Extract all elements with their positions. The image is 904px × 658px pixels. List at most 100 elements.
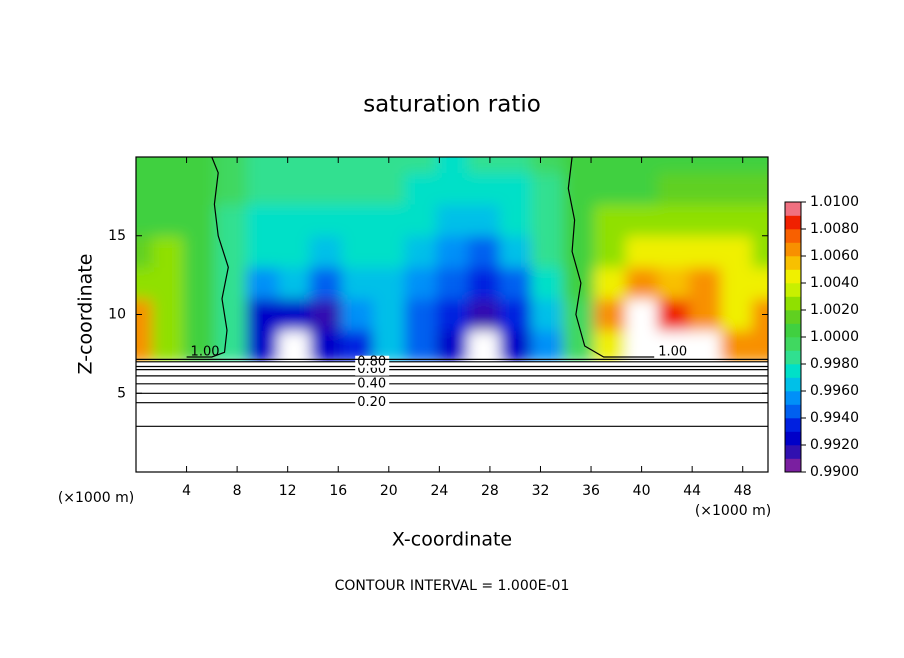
field-cell bbox=[467, 204, 500, 237]
field-cell bbox=[151, 267, 184, 300]
field-cell bbox=[594, 157, 627, 174]
colorbar-swatch bbox=[785, 391, 801, 405]
field-cell bbox=[657, 157, 690, 174]
field-cell bbox=[562, 172, 595, 205]
field-cell bbox=[246, 157, 279, 174]
field-cell bbox=[689, 172, 722, 205]
field-cell bbox=[752, 330, 768, 362]
field-layer bbox=[136, 157, 768, 362]
field-cell bbox=[183, 204, 216, 237]
field-cell bbox=[436, 235, 469, 268]
field-cell bbox=[752, 204, 768, 237]
contour-label: 0.20 bbox=[357, 395, 386, 410]
field-cell bbox=[531, 235, 564, 268]
chart-title: saturation ratio bbox=[363, 92, 541, 118]
field-cell bbox=[341, 172, 374, 205]
field-cell bbox=[657, 235, 690, 268]
field-cell bbox=[752, 298, 768, 331]
field-cell bbox=[278, 330, 311, 362]
field-cell bbox=[136, 204, 153, 237]
field-cell bbox=[309, 157, 342, 174]
field-cell bbox=[720, 330, 753, 362]
colorbar-swatch bbox=[785, 242, 801, 257]
contour-label: 0.40 bbox=[357, 376, 386, 391]
field-cell bbox=[531, 157, 564, 174]
field-cell bbox=[436, 330, 469, 362]
field-cell bbox=[594, 204, 627, 237]
field-cell bbox=[594, 298, 627, 331]
field-cell bbox=[373, 204, 406, 237]
field-cell bbox=[373, 172, 406, 205]
field-cell bbox=[689, 204, 722, 237]
field-cell bbox=[215, 172, 248, 205]
field-cell bbox=[151, 330, 184, 362]
field-cell bbox=[373, 267, 406, 300]
x-tick-label: 24 bbox=[430, 483, 448, 499]
colorbar-swatch bbox=[785, 202, 801, 216]
colorbar-swatch bbox=[785, 310, 801, 324]
field-cell bbox=[720, 235, 753, 268]
field-cell bbox=[752, 172, 768, 205]
field-cell bbox=[136, 298, 153, 331]
field-cell bbox=[657, 204, 690, 237]
field-cell bbox=[278, 298, 311, 331]
field-cell bbox=[720, 172, 753, 205]
colorbar-tick-label: 0.9920 bbox=[810, 437, 859, 453]
field-cell bbox=[404, 267, 437, 300]
field-cell bbox=[720, 157, 753, 174]
x-axis-title: X-coordinate bbox=[392, 529, 512, 551]
field-cell bbox=[625, 267, 658, 300]
field-cell bbox=[657, 172, 690, 205]
field-cell bbox=[720, 267, 753, 300]
field-cell bbox=[136, 330, 153, 362]
field-cell bbox=[246, 235, 279, 268]
field-cell bbox=[689, 235, 722, 268]
field-cell bbox=[246, 172, 279, 205]
x-tick-label: 48 bbox=[734, 483, 752, 499]
field-cell bbox=[657, 330, 690, 362]
field-cell bbox=[436, 172, 469, 205]
field-cell bbox=[657, 298, 690, 331]
contour-label-bg bbox=[355, 396, 390, 409]
field-cell bbox=[467, 157, 500, 174]
x-tick-label: 40 bbox=[633, 483, 651, 499]
field-cell bbox=[215, 267, 248, 300]
field-cell bbox=[309, 298, 342, 331]
field-cell bbox=[689, 330, 722, 362]
field-cell bbox=[625, 157, 658, 174]
contour-line bbox=[567, 156, 655, 358]
field-cell bbox=[183, 298, 216, 331]
field-cell bbox=[136, 235, 153, 268]
field-cell bbox=[404, 157, 437, 174]
x-tick-label: 32 bbox=[532, 483, 550, 499]
x-unit-label: (×1000 m) bbox=[58, 490, 134, 506]
field-cell bbox=[467, 298, 500, 331]
colorbar-tick-label: 0.9960 bbox=[810, 383, 859, 399]
field-cell bbox=[309, 235, 342, 268]
colorbar-swatch bbox=[785, 458, 801, 473]
field-cell bbox=[625, 204, 658, 237]
field-cell bbox=[151, 157, 184, 174]
x-tick-label: 12 bbox=[279, 483, 297, 499]
colorbar-swatch bbox=[785, 215, 801, 230]
field-cell bbox=[499, 235, 532, 268]
field-cell bbox=[404, 330, 437, 362]
field-cell bbox=[246, 330, 279, 362]
field-cell bbox=[278, 204, 311, 237]
field-cell bbox=[689, 298, 722, 331]
field-cell bbox=[531, 204, 564, 237]
colorbar: 0.9900 0.9920 0.9940 0.9960 0.9980 1.0000 1.00… bbox=[784, 194, 859, 480]
field-cell bbox=[594, 267, 627, 300]
x-tick-label: 44 bbox=[683, 483, 701, 499]
field-cell bbox=[436, 267, 469, 300]
field-cell bbox=[309, 172, 342, 205]
field-cell bbox=[136, 172, 153, 205]
field-cells bbox=[136, 157, 768, 362]
field-cell bbox=[752, 267, 768, 300]
colorbar-swatch bbox=[785, 296, 801, 311]
field-cell bbox=[278, 267, 311, 300]
colorbar-tick-label: 0.9940 bbox=[810, 410, 859, 426]
